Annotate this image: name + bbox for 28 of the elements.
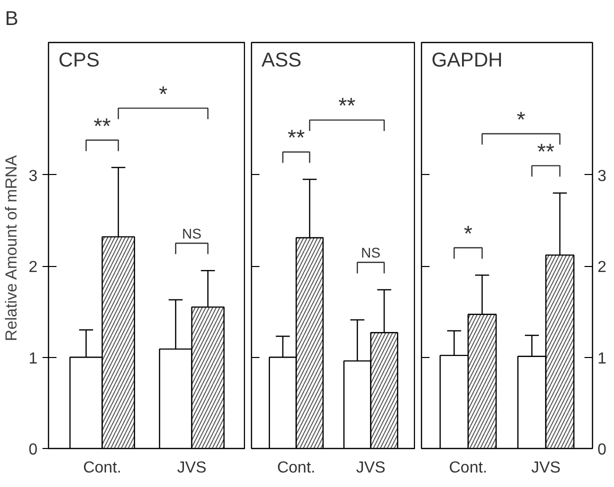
x-tick-label: Cont. bbox=[449, 460, 488, 476]
y2-tick-label: 0 bbox=[598, 442, 606, 458]
y-tick-label: 0 bbox=[28, 442, 38, 458]
annotation: ** bbox=[338, 93, 356, 118]
x-tick-label: JVS bbox=[531, 460, 561, 476]
annotation: * bbox=[464, 220, 473, 246]
y2-tick-label: 1 bbox=[598, 350, 606, 368]
y-tick-label: 3 bbox=[28, 168, 38, 185]
y-tick-label: 1 bbox=[28, 350, 38, 368]
x-tick-label: JVS bbox=[177, 460, 206, 476]
annotation: NS bbox=[182, 225, 202, 242]
text: B bbox=[5, 7, 18, 32]
chart-title: GAPDH bbox=[432, 50, 503, 72]
chart-title: CPS bbox=[58, 50, 100, 72]
chart-title: ASS bbox=[262, 50, 302, 72]
annotation: ** bbox=[288, 125, 306, 150]
x-tick-label: Cont. bbox=[83, 460, 122, 476]
y2-tick-label: 3 bbox=[598, 168, 606, 185]
annotation: ** bbox=[94, 113, 112, 138]
annotation: * bbox=[516, 106, 526, 132]
annotation: ** bbox=[537, 138, 555, 164]
y2-tick-label: 2 bbox=[598, 259, 606, 276]
x-tick-label: JVS bbox=[356, 460, 386, 476]
y-axis-title: Relative Amount of mRNA bbox=[4, 154, 21, 342]
y-tick-label: 2 bbox=[28, 259, 38, 276]
annotation: * bbox=[158, 81, 168, 106]
x-tick-label: Cont. bbox=[277, 460, 316, 476]
annotation: NS bbox=[361, 244, 380, 261]
